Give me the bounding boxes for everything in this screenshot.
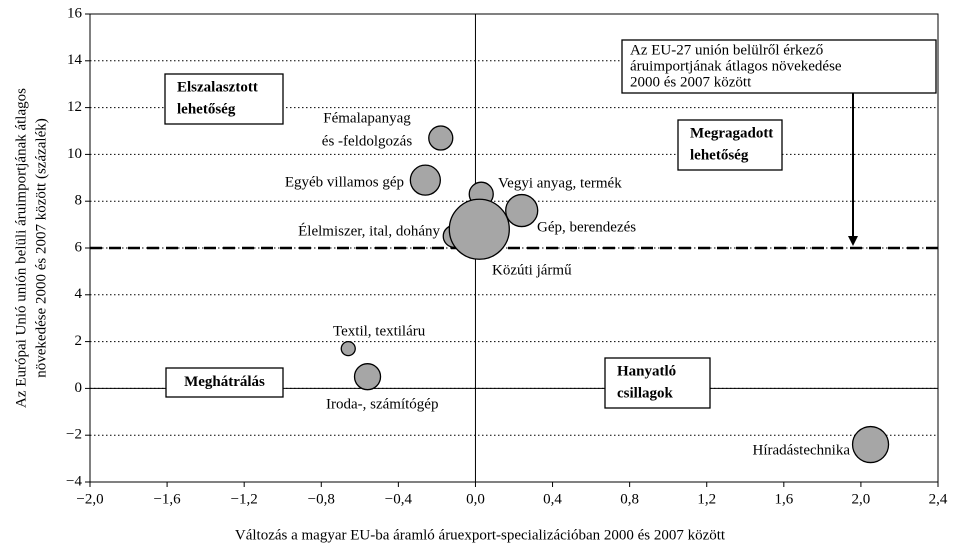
quadrant-box	[604, 357, 711, 409]
y-tick-label: 14	[67, 52, 83, 68]
quadrant-label: Hanyatló	[617, 363, 676, 379]
quadrant-label: lehetőség	[690, 147, 749, 163]
x-tick-label: −1,6	[153, 491, 181, 507]
y-tick-label: 0	[75, 380, 83, 396]
x-tick-label: −0,4	[385, 491, 413, 507]
point-label: Híradástechnika	[753, 442, 851, 458]
y-tick-label: 8	[75, 193, 83, 209]
y-tick-label: 4	[75, 286, 83, 302]
y-tick-label: 12	[67, 99, 82, 115]
bubble	[353, 363, 382, 391]
x-axis-label: Változás a magyar EU-ba áramló áruexport…	[235, 527, 726, 543]
y-tick-label: 6	[75, 239, 83, 255]
point-label: és -feldolgozás	[322, 133, 413, 149]
annotation-text: 2000 és 2007 között	[630, 74, 752, 90]
quadrant-label: Meghátrálás	[184, 374, 265, 390]
x-tick-label: 2,4	[929, 491, 948, 507]
y-tick-label: 10	[67, 146, 82, 162]
annotation-text: áruimportjának átlagos növekedése	[630, 58, 842, 74]
y-tick-label: 2	[75, 333, 83, 349]
x-tick-label: 0,4	[543, 491, 562, 507]
y-tick-label: −4	[66, 473, 82, 489]
point-label: Közúti jármű	[492, 262, 572, 278]
point-label: Fémalapanyag	[323, 110, 411, 126]
y-axis-label: Az Európai Unió unión belüli áruimportjá…	[13, 88, 29, 408]
point-label: Egyéb villamos gép	[285, 174, 404, 190]
y-tick-label: −2	[66, 427, 82, 443]
x-tick-label: 1,6	[774, 491, 793, 507]
point-label: Textil, textiláru	[333, 323, 426, 339]
x-tick-label: −0,8	[308, 491, 335, 507]
bubble	[448, 198, 510, 260]
x-tick-label: 1,2	[697, 491, 716, 507]
quadrant-label: csillagok	[617, 385, 673, 401]
annotation-text: Az EU-27 unión belülről érkező	[630, 42, 823, 58]
x-tick-label: −2,0	[76, 491, 103, 507]
y-tick-label: 16	[67, 5, 83, 21]
arrow-head	[848, 236, 858, 246]
quadrant-label: lehetőség	[177, 101, 236, 117]
point-label: Gép, berendezés	[537, 219, 636, 235]
y-axis-label: növekedése 2000 és 2007 között (százalék…	[33, 118, 49, 378]
quadrant-box	[164, 73, 284, 125]
bubble	[505, 193, 539, 228]
point-label: Élelmiszer, ital, dohány	[298, 222, 440, 239]
point-label: Vegyi anyag, termék	[498, 175, 622, 191]
quadrant-box	[677, 119, 783, 171]
quadrant-label: Megragadott	[690, 125, 773, 141]
x-tick-label: 0,0	[466, 491, 485, 507]
quadrant-box	[165, 367, 284, 398]
annotation-box	[621, 39, 937, 94]
bubble	[340, 340, 356, 357]
bubble	[409, 164, 441, 196]
point-label: Iroda-, számítógép	[326, 396, 438, 412]
quadrant-label: Elszalasztott	[177, 79, 258, 95]
bubble	[851, 425, 890, 464]
x-tick-label: −1,2	[231, 491, 258, 507]
bubble	[428, 125, 454, 151]
x-tick-label: 2,0	[852, 491, 871, 507]
x-tick-label: 0,8	[620, 491, 639, 507]
